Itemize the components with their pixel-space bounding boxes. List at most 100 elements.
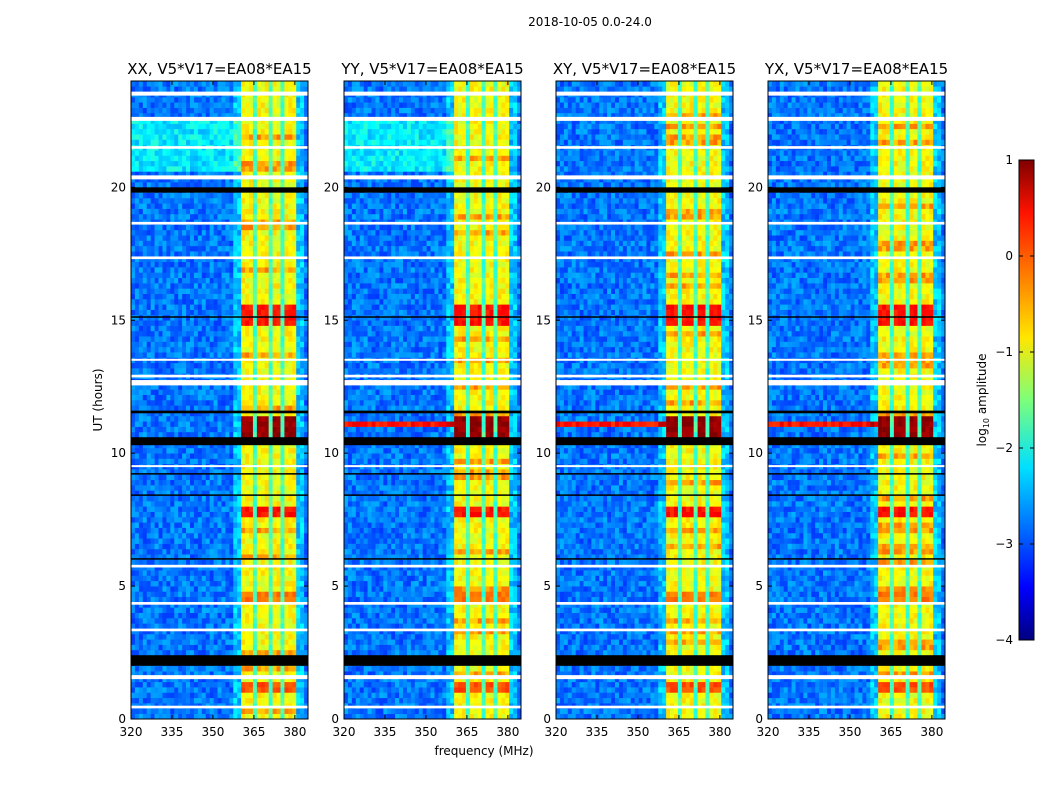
heatmap-cell: [264, 543, 269, 550]
heatmap-cell: [284, 564, 289, 571]
heatmap-cell: [131, 421, 136, 427]
heatmap-cell: [170, 442, 175, 449]
heatmap-cell: [280, 575, 285, 582]
heatmap-cell: [229, 431, 234, 438]
heatmap-cell: [138, 197, 144, 204]
heatmap-cell: [201, 224, 207, 231]
heatmap-cell: [166, 325, 171, 332]
heatmap-cell: [249, 304, 254, 310]
heatmap-cell: [276, 352, 281, 358]
heatmap-cell: [166, 229, 171, 236]
heatmap-cell: [300, 251, 305, 257]
heatmap-cell: [213, 708, 218, 714]
heatmap-cell: [131, 469, 136, 475]
heatmap-cell: [245, 197, 250, 204]
heatmap-cell: [241, 304, 246, 310]
heatmap-cell: [138, 128, 144, 135]
heatmap-cell: [131, 644, 136, 651]
heatmap-cell: [264, 447, 269, 454]
heatmap-cell: [170, 676, 175, 683]
heatmap-cell: [272, 649, 277, 656]
heatmap-cell: [296, 336, 301, 342]
heatmap-cell: [154, 166, 159, 172]
heatmap-cell: [264, 203, 269, 209]
heatmap-cell: [209, 421, 214, 427]
heatmap-cell: [221, 384, 226, 390]
heatmap-cell: [138, 617, 144, 624]
heatmap-cell: [197, 309, 203, 316]
heatmap-cell: [178, 649, 183, 656]
heatmap-cell: [245, 203, 250, 209]
heatmap-cell: [131, 692, 136, 699]
heatmap-cell: [217, 596, 222, 603]
heatmap-cell: [264, 511, 269, 518]
heatmap-cell: [213, 293, 218, 300]
heatmap-cell: [162, 139, 167, 146]
heatmap-cell: [229, 532, 234, 539]
heatmap-cell: [252, 309, 258, 316]
heatmap-cell: [252, 713, 258, 720]
heatmap-cell: [154, 458, 159, 465]
heatmap-cell: [201, 596, 207, 603]
heatmap-cell: [166, 182, 171, 188]
heatmap-cell: [221, 511, 226, 518]
heatmap-cell: [213, 389, 218, 395]
heatmap-cell: [150, 532, 155, 539]
heatmap-cell: [249, 309, 254, 316]
heatmap-cell: [225, 134, 230, 140]
heatmap-cell: [182, 485, 187, 491]
heatmap-cell: [182, 713, 187, 720]
heatmap-cell: [142, 134, 148, 140]
heatmap-cell: [268, 245, 273, 252]
heatmap-cell: [296, 580, 301, 587]
heatmap-cell: [178, 384, 183, 390]
heatmap-cell: [252, 554, 258, 560]
heatmap-cell: [142, 543, 148, 550]
heatmap-cell: [178, 155, 183, 162]
heatmap-cell: [209, 224, 214, 231]
heatmap-cell: [146, 708, 151, 714]
heatmap-cell: [170, 602, 175, 608]
heatmap-cell: [193, 607, 199, 613]
heatmap-cell: [174, 192, 179, 199]
heatmap-cell: [138, 485, 144, 491]
heatmap-cell: [193, 596, 199, 603]
heatmap-cell: [260, 298, 266, 305]
heatmap-cell: [138, 426, 144, 433]
heatmap-cell: [241, 479, 246, 486]
heatmap-cell: [134, 431, 140, 438]
heatmap-cell: [146, 559, 151, 566]
heatmap-cell: [280, 362, 285, 369]
heatmap-cell: [209, 612, 214, 619]
heatmap-cell: [252, 261, 258, 268]
heatmap-cell: [209, 405, 214, 411]
heatmap-cell: [186, 458, 191, 465]
heatmap-cell: [166, 362, 171, 369]
heatmap-cell: [154, 485, 159, 491]
heatmap-cell: [205, 506, 210, 512]
heatmap-cell: [296, 341, 301, 348]
heatmap-cell: [170, 213, 175, 220]
heatmap-cell: [201, 394, 207, 401]
heatmap-cell: [304, 633, 309, 640]
heatmap-cell: [252, 687, 258, 693]
heatmap-cell: [201, 527, 207, 534]
heatmap-cell: [166, 293, 171, 300]
heatmap-cell: [264, 128, 269, 135]
heatmap-cell: [245, 325, 250, 332]
heatmap-cell: [174, 139, 179, 146]
heatmap-cell: [264, 235, 269, 241]
heatmap-cell: [272, 346, 277, 353]
heatmap-cell: [252, 538, 258, 544]
heatmap-cell: [182, 298, 187, 305]
heatmap-cell: [237, 182, 242, 188]
heatmap-cell: [256, 586, 262, 592]
heatmap-cell: [280, 474, 285, 481]
heatmap-cell: [280, 676, 285, 683]
heatmap-cell: [221, 213, 226, 220]
heatmap-cell: [268, 479, 273, 486]
heatmap-cell: [245, 607, 250, 613]
heatmap-cell: [182, 623, 187, 629]
heatmap-cell: [201, 293, 207, 300]
heatmap-cell: [292, 623, 297, 629]
